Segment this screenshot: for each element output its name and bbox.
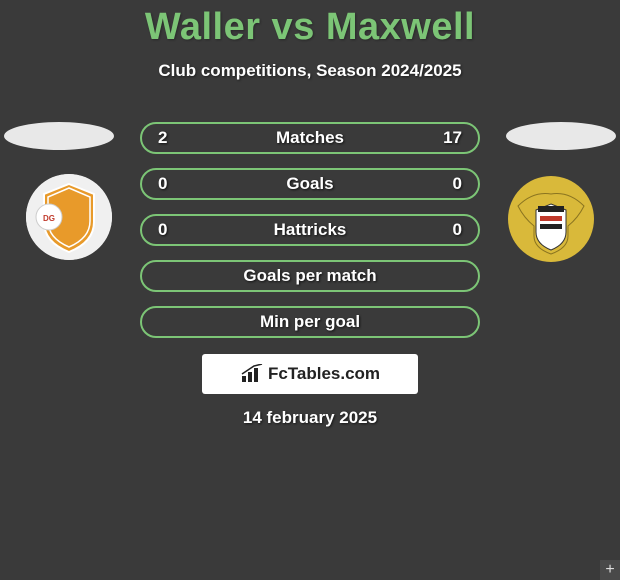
stat-right-value: 0: [438, 174, 462, 194]
stat-left-value: 0: [158, 174, 182, 194]
brand-label: FcTables.com: [268, 364, 380, 384]
date-label: 14 february 2025: [0, 408, 620, 428]
stat-label: Matches: [276, 128, 344, 148]
stat-row-min-per-goal: Min per goal: [140, 306, 480, 338]
doncaster-icon: [508, 176, 594, 262]
mk-dons-icon: DG: [26, 174, 112, 260]
svg-text:DG: DG: [43, 214, 55, 223]
expand-button[interactable]: +: [600, 560, 620, 580]
subtitle: Club competitions, Season 2024/2025: [0, 61, 620, 81]
stat-label: Goals: [286, 174, 333, 194]
club-badge-right: [508, 176, 594, 262]
brand-box[interactable]: FcTables.com: [202, 354, 418, 394]
chart-icon: [240, 364, 266, 384]
stat-row-goals-per-match: Goals per match: [140, 260, 480, 292]
page-title: Waller vs Maxwell: [0, 0, 620, 49]
stat-left-value: 2: [158, 128, 182, 148]
stat-row-hattricks: 0 Hattricks 0: [140, 214, 480, 246]
stat-label: Goals per match: [243, 266, 376, 286]
stat-label: Hattricks: [274, 220, 347, 240]
stats-column: 2 Matches 17 0 Goals 0 0 Hattricks 0 Goa…: [140, 122, 480, 338]
stat-row-goals: 0 Goals 0: [140, 168, 480, 200]
stat-right-value: 0: [438, 220, 462, 240]
stat-right-value: 17: [438, 128, 462, 148]
player-photo-right: [506, 122, 616, 150]
stat-row-matches: 2 Matches 17: [140, 122, 480, 154]
stat-left-value: 0: [158, 220, 182, 240]
player-photo-left: [4, 122, 114, 150]
stat-label: Min per goal: [260, 312, 360, 332]
club-badge-left: DG: [26, 174, 112, 260]
